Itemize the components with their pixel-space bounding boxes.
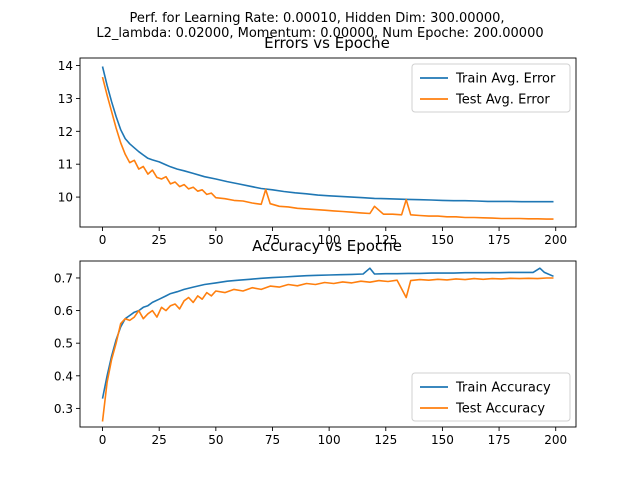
series-line-train bbox=[101, 267, 554, 399]
y-tick-label: 0.3 bbox=[54, 402, 73, 416]
series-line-test bbox=[101, 76, 554, 220]
legend: Train Avg. Error Test Avg. Error bbox=[411, 63, 571, 113]
legend-label: Train Accuracy bbox=[455, 381, 551, 396]
x-tick-label: 75 bbox=[265, 433, 280, 447]
x-tick-label: 150 bbox=[431, 433, 454, 447]
y-tick-label: 0.5 bbox=[54, 337, 73, 351]
y-tick-label: 11 bbox=[58, 158, 73, 172]
series-line-train bbox=[101, 66, 554, 203]
x-tick-label: 0 bbox=[99, 433, 107, 447]
chart-title: Accuracy vs Epoche bbox=[252, 237, 402, 255]
series-line-test bbox=[101, 277, 554, 422]
x-tick-label: 200 bbox=[544, 433, 567, 447]
x-tick-label: 150 bbox=[431, 233, 454, 247]
y-tick-label: 10 bbox=[58, 191, 73, 205]
chart-title: Errors vs Epoche bbox=[264, 34, 390, 52]
x-tick-label: 50 bbox=[208, 433, 223, 447]
legend: Train Accuracy Test Accuracy bbox=[411, 372, 571, 422]
axes-frame bbox=[79, 260, 577, 428]
legend-box bbox=[411, 372, 571, 422]
y-tick-label: 12 bbox=[58, 125, 73, 139]
x-tick-label: 125 bbox=[374, 433, 397, 447]
x-tick-label: 125 bbox=[374, 233, 397, 247]
x-tick-label: 100 bbox=[318, 233, 341, 247]
x-tick-label: 25 bbox=[152, 433, 167, 447]
y-tick-label: 0.6 bbox=[54, 304, 73, 318]
legend-label: Test Accuracy bbox=[455, 402, 545, 417]
errors-chart: Errors vs Epoche 0 25 50 75 100 125 150 175 200 1… bbox=[58, 34, 577, 247]
x-tick-label: 100 bbox=[318, 433, 341, 447]
x-tick-label: 175 bbox=[488, 233, 511, 247]
x-tick-label: 25 bbox=[152, 233, 167, 247]
x-tick-label: 200 bbox=[544, 233, 567, 247]
x-tick-label: 75 bbox=[265, 233, 280, 247]
suptitle-line-1: Perf. for Learning Rate: 0.00010, Hidden… bbox=[129, 11, 504, 26]
y-tick-label: 14 bbox=[58, 59, 73, 73]
legend-label: Train Avg. Error bbox=[455, 72, 556, 87]
y-tick-label: 13 bbox=[58, 92, 73, 106]
legend-box bbox=[411, 63, 571, 113]
x-tick-label: 0 bbox=[99, 233, 107, 247]
x-tick-label: 50 bbox=[208, 233, 223, 247]
legend-label: Test Avg. Error bbox=[455, 93, 550, 108]
x-tick-label: 175 bbox=[488, 433, 511, 447]
y-tick-label: 0.4 bbox=[54, 369, 73, 383]
y-tick-label: 0.7 bbox=[54, 271, 73, 285]
accuracy-chart: Accuracy vs Epoche 0 25 50 75 100 125 150 175 20… bbox=[54, 237, 577, 447]
axes-frame bbox=[79, 57, 577, 228]
suptitle-line-2: L2_lambda: 0.02000, Momentum: 0.00000, N… bbox=[96, 26, 543, 41]
